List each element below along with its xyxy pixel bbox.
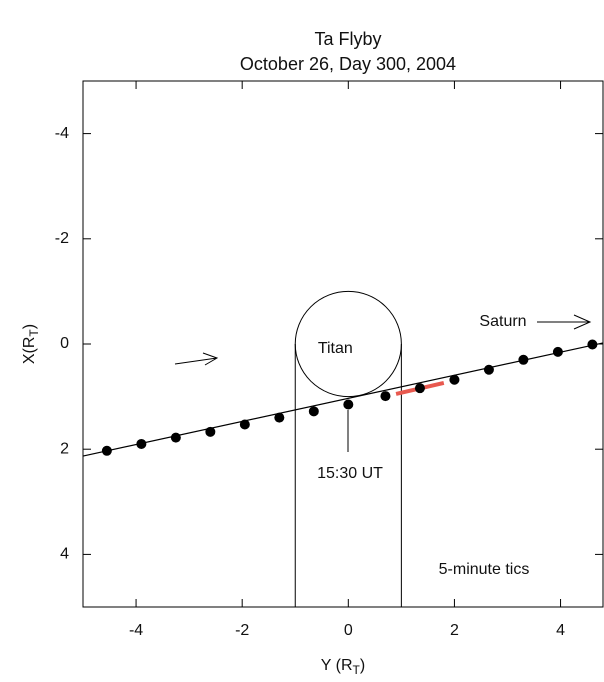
trajectory-point <box>343 399 354 410</box>
y-axis-label: X(RT) <box>21 324 41 364</box>
trajectory-point <box>274 412 285 423</box>
trajectory-line <box>82 342 604 457</box>
axis-label-part: Y (R <box>321 657 353 674</box>
axis-label-part: ) <box>21 324 38 329</box>
y-tick-label: -4 <box>55 125 69 142</box>
trajectory-point <box>239 419 250 430</box>
trajectory-point <box>483 364 494 375</box>
trajectory-point <box>170 432 181 443</box>
trajectory-point <box>101 445 112 456</box>
trajectory-point <box>308 406 319 417</box>
saturn-arrow <box>537 314 592 330</box>
axis-label-sub: T <box>27 329 41 337</box>
axis-label-sub: T <box>353 663 361 677</box>
chart-subtitle: October 26, Day 300, 2004 <box>240 54 456 74</box>
trajectory-point <box>552 346 563 357</box>
trajectory-point <box>449 374 460 385</box>
direction-arrow <box>174 352 219 366</box>
x-tick-label: 4 <box>556 622 565 639</box>
x-tick-label: -4 <box>129 622 143 639</box>
y-tick-label: -2 <box>55 230 69 247</box>
trajectory-point <box>136 438 147 449</box>
annotation: 15:30 UT <box>317 465 383 482</box>
x-axis-label: Y (RT) <box>321 657 365 677</box>
x-tick-label: 0 <box>344 622 353 639</box>
annotation: 5-minute tics <box>439 561 530 578</box>
x-tick-label: 2 <box>450 622 459 639</box>
annotation: Saturn <box>479 313 526 330</box>
axis-label-part: ) <box>360 657 365 674</box>
axis-label-part: X(R <box>21 337 38 365</box>
trajectory-point <box>414 383 425 394</box>
trajectory-point <box>205 426 216 437</box>
titan-label: Titan <box>318 340 353 357</box>
y-tick-label: 0 <box>60 335 69 352</box>
y-tick-label: 2 <box>60 440 69 457</box>
trajectory-point <box>380 391 391 402</box>
trajectory-point <box>518 354 529 365</box>
y-tick-label: 4 <box>60 546 69 563</box>
trajectory-point <box>587 339 598 350</box>
x-tick-label: -2 <box>235 622 249 639</box>
chart-title: Ta Flyby <box>314 29 381 49</box>
